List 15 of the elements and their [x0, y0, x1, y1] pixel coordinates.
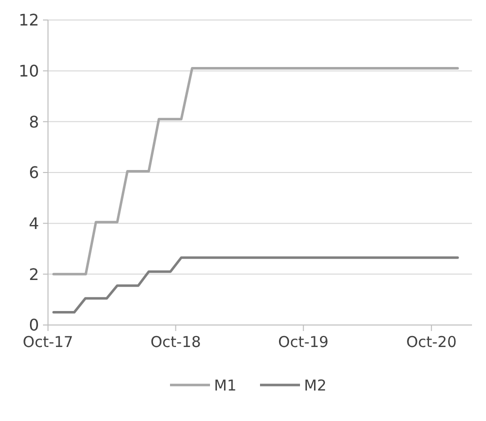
line-series — [52, 67, 459, 276]
x-tick-label: Oct-19 — [278, 333, 329, 351]
x-tick-label: Oct-18 — [150, 333, 201, 351]
x-tick-label: Oct-20 — [406, 333, 457, 351]
y-tick-label: 2 — [28, 264, 39, 284]
y-tick-label: 0 — [28, 316, 39, 335]
y-tick-label: 8 — [28, 112, 39, 132]
line-series — [52, 256, 459, 314]
legend-label: M1 — [214, 376, 236, 394]
y-tick-label: 6 — [28, 163, 39, 182]
x-tick-label: Oct-17 — [22, 333, 74, 351]
y-tick-label: 4 — [28, 214, 39, 233]
legend-label: M2 — [304, 376, 326, 394]
y-tick-label: 12 — [18, 10, 39, 30]
y-tick-label: 10 — [18, 61, 39, 80]
